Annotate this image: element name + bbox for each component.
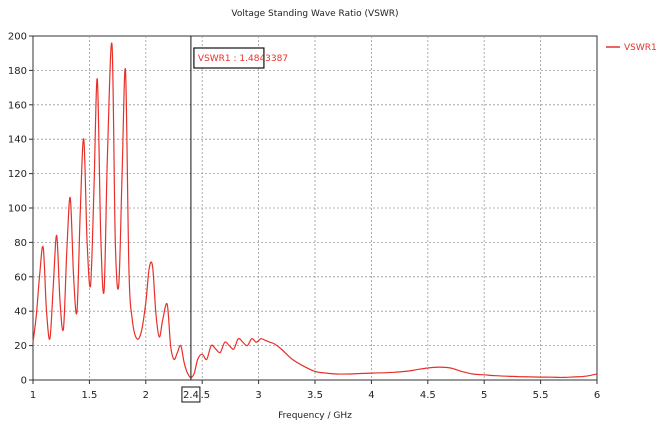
y-tick-label: 20 xyxy=(14,341,27,352)
x-axis-label: Frequency / GHz xyxy=(278,411,352,421)
marker-label: VSWR1 : 1.4843387 xyxy=(198,54,288,64)
y-tick-label: 180 xyxy=(8,66,27,77)
y-tick-label: 60 xyxy=(14,272,27,283)
series-layer xyxy=(32,42,598,379)
legend[interactable]: VSWR1 xyxy=(606,43,657,53)
x-tick-label: 5.5 xyxy=(533,390,549,401)
x-tick-label: 5 xyxy=(481,390,487,401)
marker-label-box xyxy=(193,47,265,69)
y-tick-label: 80 xyxy=(14,238,27,249)
marker-layer[interactable]: VSWR1 : 1.4843387 2.4 xyxy=(181,36,288,403)
y-tick-label: 120 xyxy=(8,169,27,180)
x-tick-label: 2 xyxy=(143,390,149,401)
y-tick-label: 0 xyxy=(21,376,27,387)
x-axis-ticks: 1 1.5 2 2.5 3 3.5 4 4.5 5 5.5 6 xyxy=(30,380,600,401)
series-line-vswr1 xyxy=(32,42,598,379)
x-tick-label: 3 xyxy=(255,390,261,401)
y-tick-label: 100 xyxy=(8,204,27,215)
x-tick-label: 2.5 xyxy=(194,390,210,401)
x-tick-label: 4.5 xyxy=(420,390,436,401)
grid-lines xyxy=(33,36,597,380)
y-tick-label: 140 xyxy=(8,135,27,146)
legend-label-vswr1: VSWR1 xyxy=(624,43,657,53)
x-tick-label: 1.5 xyxy=(81,390,97,401)
y-tick-label: 160 xyxy=(8,100,27,111)
chart-title: Voltage Standing Wave Ratio (VSWR) xyxy=(231,9,398,19)
x-tick-label: 4 xyxy=(368,390,374,401)
x-tick-label: 6 xyxy=(594,390,600,401)
y-tick-label: 200 xyxy=(8,32,27,43)
y-tick-label: 40 xyxy=(14,307,27,318)
marker-x-label: 2.4 xyxy=(183,390,199,401)
x-tick-label: 3.5 xyxy=(307,390,323,401)
x-tick-label: 1 xyxy=(30,390,36,401)
marker-x-box xyxy=(181,386,201,403)
y-axis-ticks: 0 20 40 60 80 100 120 140 160 180 200 xyxy=(8,32,33,387)
